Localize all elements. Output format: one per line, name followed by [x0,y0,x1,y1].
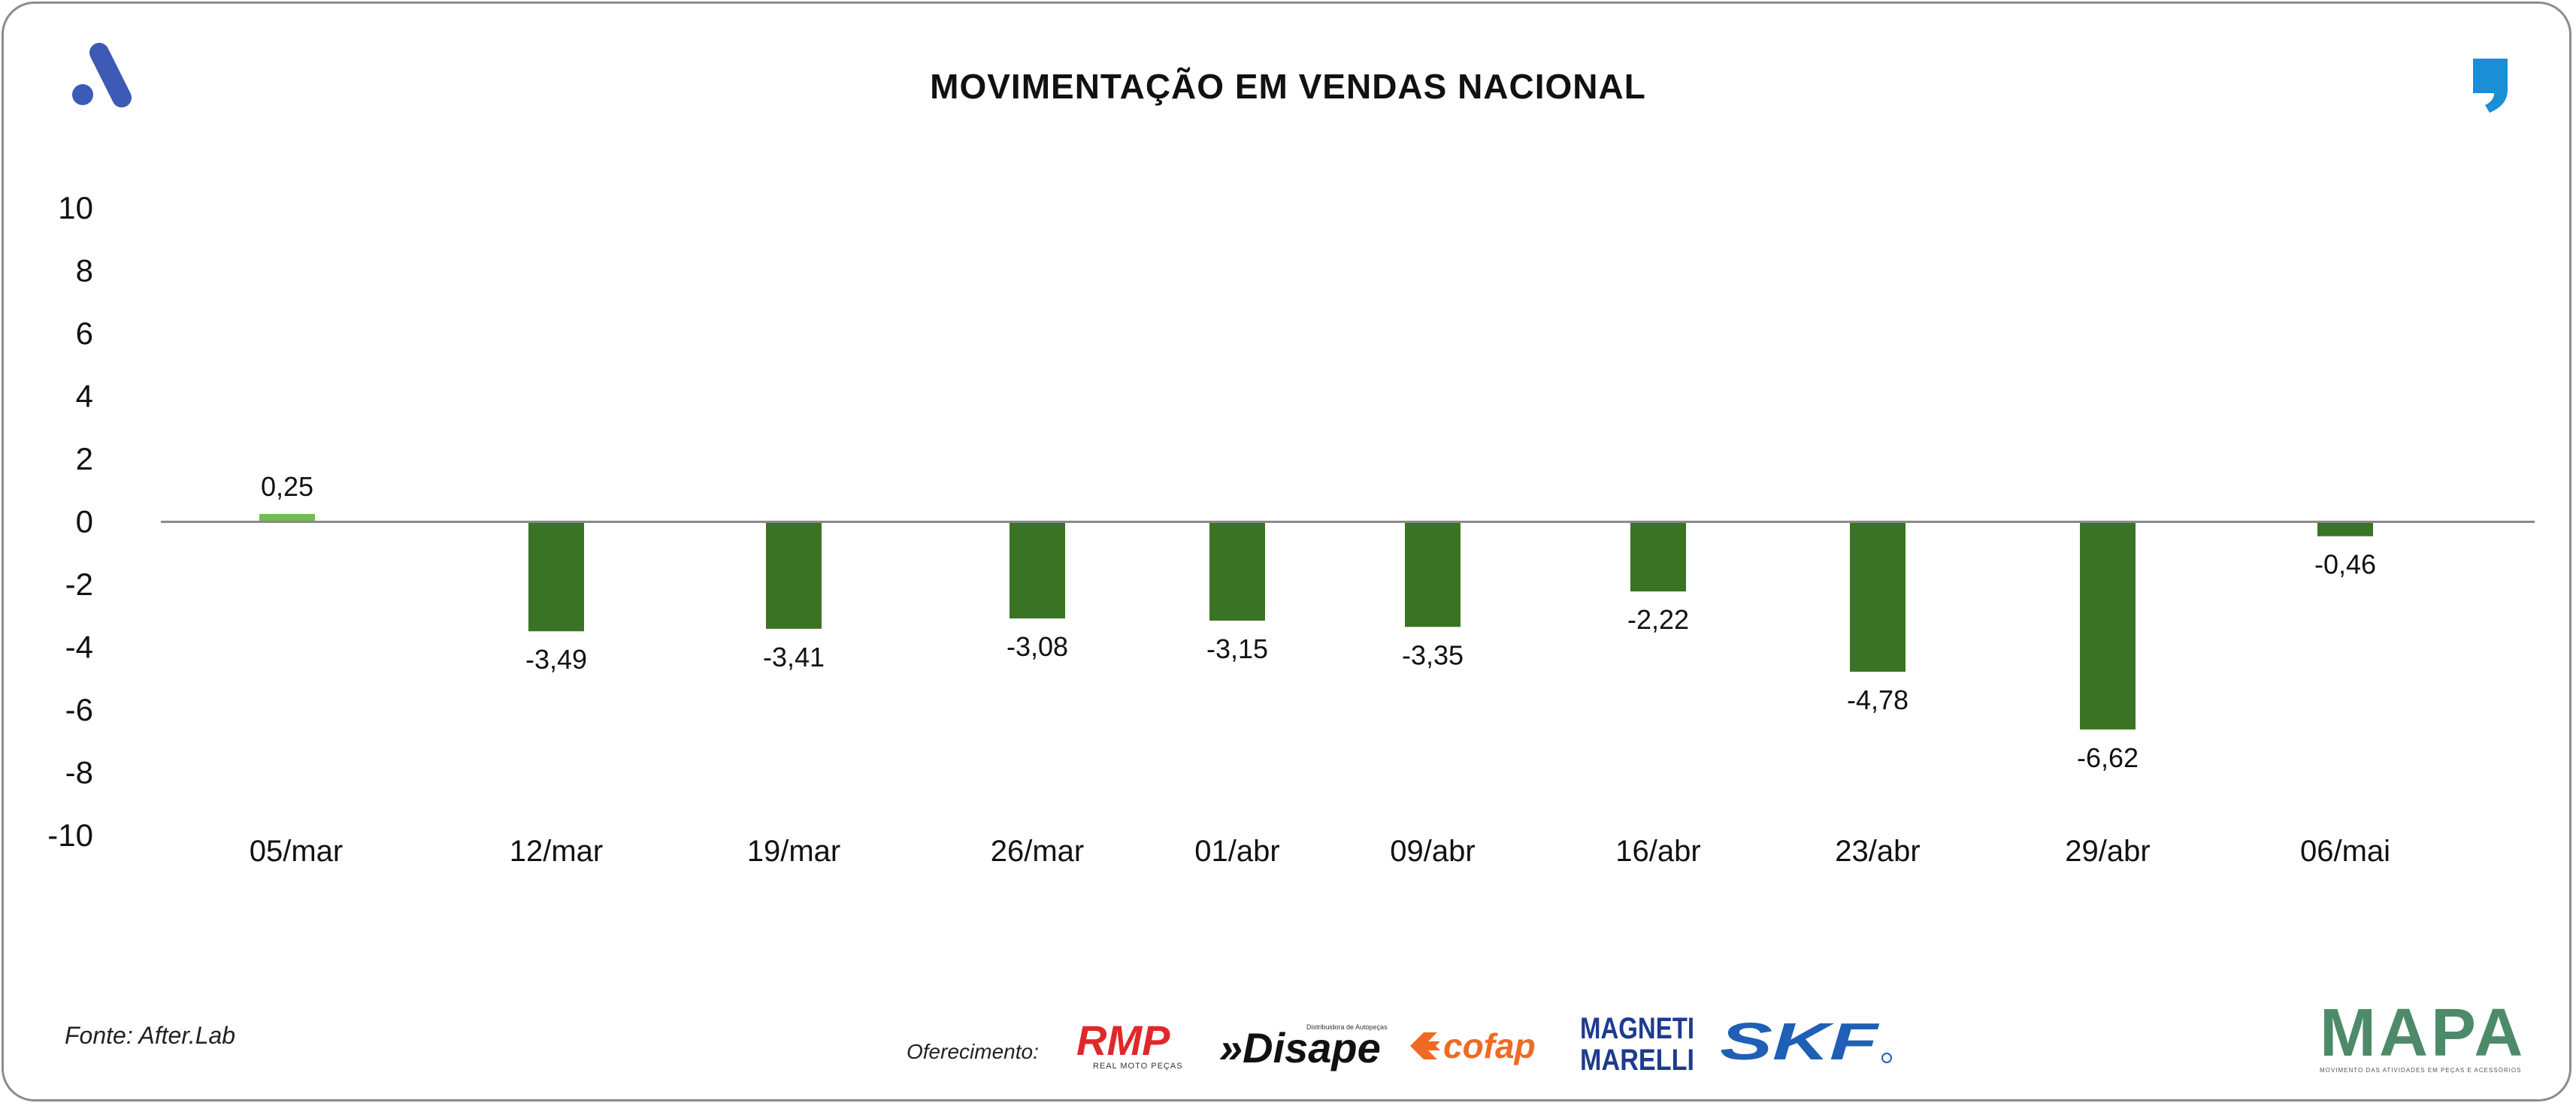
x-tick-label: 05/mar [250,835,344,868]
y-tick-label: 8 [76,253,93,289]
data-label: -3,08 [1006,631,1068,662]
disape-logo-text: »Disape [1219,1024,1381,1071]
magneti-logo-text-1: MAGNETI [1580,1012,1694,1045]
bar [2080,521,2136,730]
y-tick-label: 4 [76,379,93,414]
cofap-logo: cofap [1406,1023,1563,1072]
x-tick-label: 16/abr [1615,835,1700,868]
y-tick-label: -8 [65,755,93,790]
data-label: -0,46 [2314,549,2376,580]
bar [1630,521,1686,592]
bar [528,521,584,632]
rmp-logo-text: RMP [1076,1017,1170,1064]
x-tick-label: 09/abr [1390,835,1475,868]
rmp-logo-subtext: REAL MOTO PEÇAS [1093,1062,1183,1071]
x-tick-label: 01/abr [1194,835,1279,868]
magneti-marelli-logo: MAGNETI MARELLI [1577,1007,1700,1080]
rmp-logo: RMP REAL MOTO PEÇAS [1073,1017,1201,1075]
skf-logo-text: SKF [1720,1014,1880,1068]
mapa-logo-subtext: MOVIMENTO DAS ATIVIDADES EM PEÇAS E ACES… [2320,1067,2522,1074]
data-label: -3,15 [1206,633,1268,664]
bar [766,521,822,629]
bar [1850,521,1906,672]
x-tick-label: 06/mai [2300,835,2390,868]
disape-logo-subtext: Distribuidora de Autopeças [1306,1023,1388,1031]
x-tick-label: 29/abr [2065,835,2150,868]
bar [1209,521,1265,621]
data-label: 0,25 [261,471,313,502]
bar [1010,521,1065,619]
after-lab-a-icon [66,42,135,115]
disape-logo: Distribuidora de Autopeças »Disape [1216,1016,1389,1080]
data-label: -3,41 [763,642,825,672]
data-label: -4,78 [1847,684,1909,715]
y-tick-label: 10 [58,190,93,225]
mapa-logo: MAPA MOVIMENTO DAS ATIVIDADES EM PEÇAS E… [2320,996,2526,1074]
bar [259,514,315,522]
y-tick-label: -2 [65,567,93,602]
x-tick-label: 12/mar [510,835,604,868]
quote-comma-icon [2470,56,2511,118]
skf-logo: SKF [1717,1012,1897,1072]
data-label: -2,22 [1627,604,1689,635]
x-tick-label: 19/mar [747,835,841,868]
bar [1405,521,1461,627]
y-tick-label: -10 [47,817,93,853]
data-label: -3,49 [525,644,587,675]
chart-title: MOVIMENTAÇÃO EM VENDAS NACIONAL [930,67,1646,106]
y-tick-label: 0 [76,504,93,539]
data-label: -3,35 [1402,639,1464,670]
data-label: -6,62 [2077,742,2139,773]
mapa-logo-text: MAPA [2320,996,2526,1071]
y-tick-label: -4 [65,630,93,665]
y-tick-label: -6 [65,692,93,727]
bar [2317,521,2373,536]
x-tick-label: 26/mar [991,835,1085,868]
cofap-logo-text: cofap [1443,1026,1536,1065]
x-tick-label: 23/abr [1835,835,1920,868]
magneti-logo-text-2: MARELLI [1580,1044,1694,1076]
y-tick-label: 6 [76,316,93,351]
sponsor-label: Oferecimento: [907,1040,1039,1063]
source-note: Fonte: After.Lab [65,1022,236,1049]
y-tick-label: 2 [76,441,93,476]
